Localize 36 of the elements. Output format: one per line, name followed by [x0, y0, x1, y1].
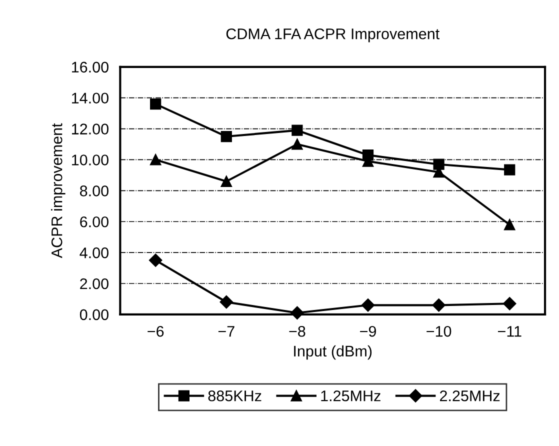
y-tick-label: 14.00: [72, 92, 108, 104]
point: [361, 298, 375, 312]
point: [220, 130, 232, 142]
x-tick-label: −10: [426, 326, 452, 337]
y-axis-title: ACPR improvement: [51, 123, 66, 258]
point: [504, 164, 516, 176]
x-tick-label: −11: [498, 326, 522, 337]
point: [220, 295, 233, 309]
legend-label: 1.25MHz: [321, 390, 380, 402]
y-tick-label: 10.00: [72, 154, 108, 166]
point: [292, 138, 303, 150]
point: [150, 98, 162, 110]
point: [150, 154, 162, 166]
y-tick-label: 2.00: [80, 278, 108, 290]
point: [504, 219, 516, 230]
x-tick-label: −9: [360, 326, 376, 337]
y-tick-label: 8.00: [80, 186, 108, 196]
legend-label: 2.25MHz: [440, 390, 500, 402]
x-tick-label: −7: [218, 326, 234, 337]
point: [432, 298, 446, 312]
x-axis-title: Input (dBm): [294, 345, 372, 360]
point: [149, 254, 162, 267]
y-tick-label: 12.00: [72, 124, 108, 134]
point: [292, 124, 303, 136]
x-tick-label: −8: [289, 326, 306, 337]
x-tick-label: −6: [148, 326, 164, 337]
point: [433, 158, 444, 170]
point: [503, 297, 516, 310]
y-tick-label: 0.00: [80, 309, 108, 320]
point: [220, 176, 232, 187]
point: [290, 306, 304, 320]
legend-label: 885KHz: [208, 390, 262, 402]
y-tick-label: 16.00: [72, 62, 108, 73]
chart-title: CDMA 1FA ACPR Improvement: [226, 28, 440, 42]
y-tick-label: 6.00: [80, 216, 108, 228]
y-tick-label: 4.00: [80, 247, 108, 258]
